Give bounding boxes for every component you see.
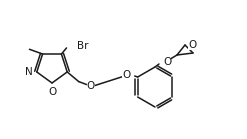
Text: N: N bbox=[25, 67, 33, 77]
Text: O: O bbox=[87, 81, 95, 91]
Text: O: O bbox=[163, 57, 171, 67]
Text: Br: Br bbox=[77, 41, 88, 51]
Text: O: O bbox=[188, 40, 196, 50]
Text: O: O bbox=[48, 87, 56, 97]
Text: O: O bbox=[123, 70, 131, 80]
